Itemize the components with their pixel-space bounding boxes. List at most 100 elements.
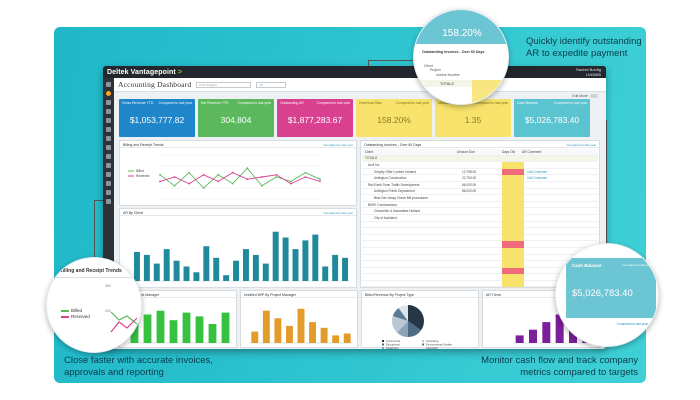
table-row[interactable]: [362, 228, 598, 235]
brand-logo[interactable]: Deltek Vantagepoint >: [107, 68, 183, 76]
table-row[interactable]: TOTALS: [362, 155, 598, 163]
bar: [274, 318, 282, 343]
table-row[interactable]: [362, 234, 598, 242]
table-row[interactable]: [362, 274, 598, 281]
zoom-highlight: [472, 80, 502, 104]
table-row[interactable]: [362, 280, 598, 288]
zoom-panel-title: Outstanding Invoices - Over 60 Days: [422, 50, 485, 54]
pie-slice: [392, 308, 408, 321]
dashboard-icon[interactable]: [106, 91, 111, 96]
data-point: [246, 178, 249, 181]
table-row[interactable]: Shopify Offer Lumber Holland 12,798.00 Cal…: [362, 168, 598, 176]
table-row[interactable]: Ardington Construction 22,753.00 Call Cust…: [362, 175, 598, 182]
zoom-cash-link[interactable]: Compared to last year: [616, 322, 648, 326]
edit-mode-toggle[interactable]: Edit Mode: [572, 94, 598, 99]
table-header: Client Amount Due Days Old AR Comment: [362, 149, 598, 156]
employees-icon[interactable]: [106, 118, 111, 123]
data-point: [246, 167, 249, 170]
data-point: [202, 173, 205, 176]
pie-slice: [408, 305, 424, 331]
search-input[interactable]: Find Projects: [196, 81, 252, 88]
card-title: Unbilled WIP By Project Manager: [241, 291, 357, 298]
kpi-row: Gross Revenue YTD Compared to last year $1…: [119, 99, 590, 137]
table-row[interactable]: [362, 241, 598, 248]
table-row[interactable]: City of Auckland: [362, 214, 598, 222]
filter-select[interactable]: All: [256, 81, 287, 88]
tools-icon[interactable]: [106, 190, 111, 195]
table-row[interactable]: Acril Inc: [362, 162, 598, 169]
table-row[interactable]: [362, 247, 598, 255]
ar-by-pm-chart: [128, 310, 232, 344]
table-row[interactable]: Ardington Public Department 86,000.00: [362, 188, 598, 196]
reports-icon[interactable]: [106, 136, 111, 141]
kpi-sub: Compared to last year: [395, 101, 429, 105]
clients-icon[interactable]: [106, 109, 111, 114]
table-row[interactable]: [362, 261, 598, 268]
bar: [193, 272, 200, 281]
data-point: [275, 176, 278, 178]
card-title: AR By Client: [120, 209, 356, 216]
settings-icon[interactable]: [106, 172, 111, 177]
data-point: [319, 180, 321, 183]
card-title: Billed Revenue By Project Type: [362, 291, 478, 298]
bar: [309, 322, 317, 343]
zoom-ytick: 3M: [105, 283, 111, 288]
kpi-value: $1,877,283.67: [287, 115, 343, 125]
time-icon[interactable]: [106, 154, 111, 159]
bar: [183, 266, 190, 281]
table-row[interactable]: [362, 267, 598, 275]
legend-label: Billed: [136, 169, 144, 173]
table-row[interactable]: [362, 254, 598, 262]
table-row[interactable]: BNSF Constructions: [362, 201, 598, 209]
legend-swatch: [422, 347, 424, 349]
bar: [515, 335, 524, 343]
bar: [320, 327, 328, 343]
data-point: [159, 173, 161, 176]
bar: [322, 266, 329, 281]
billing-trends-card: Billing and Receipt Trends Compared to l…: [119, 140, 357, 206]
legend-swatch: [382, 340, 384, 342]
zoom-tree: Client Project Invoice Number: [424, 64, 460, 77]
card-link[interactable]: Compared to last year: [323, 211, 353, 215]
help-icon[interactable]: [106, 181, 111, 186]
expense-icon[interactable]: [106, 163, 111, 168]
data-point: [319, 178, 321, 181]
bar: [143, 314, 152, 343]
accounting-icon[interactable]: [106, 145, 111, 150]
legend-label: Healthcare: [386, 346, 399, 349]
legend-swatch: [382, 343, 384, 346]
menu-icon[interactable]: [106, 82, 111, 87]
kpi-tile[interactable]: Outstanding AR Compared to last year $1,87…: [277, 99, 353, 137]
kpi-tile[interactable]: Gross Revenue YTD Compared to last year $1…: [119, 99, 195, 137]
kpi-tile[interactable]: Cash Balance Compared to last year $5,026,…: [514, 99, 590, 137]
legend-swatch: [422, 340, 424, 342]
bar: [342, 257, 349, 281]
kpi-tile[interactable]: Net Revenue YTD Compared to last year 304,…: [198, 99, 274, 137]
data-point: [260, 176, 263, 178]
admin-icon[interactable]: [106, 199, 111, 204]
card-link[interactable]: Compared to last year: [323, 143, 353, 147]
legend-label: Consulting: [426, 339, 439, 343]
table-row[interactable]: [362, 221, 598, 229]
bar: [262, 263, 269, 281]
caption-bottom-left: Close faster with accurate invoices, app…: [64, 355, 213, 378]
card-link[interactable]: Compared to last year: [566, 143, 596, 147]
legend-label: Educational: [386, 343, 400, 347]
zoom-legend: Billed Received: [61, 308, 90, 320]
projects-icon[interactable]: [106, 100, 111, 105]
table-row[interactable]: Rail Earth Town Traffic Development 86,00…: [362, 181, 598, 189]
leader-line: [368, 60, 413, 61]
table-row[interactable]: Chancellor & Associates Holland: [362, 208, 598, 215]
kpi-label: Utilization: [438, 101, 453, 105]
kpi-tile[interactable]: Overhead Rate Compared to last year 158.20…: [356, 99, 432, 137]
bar: [251, 331, 259, 343]
billing-icon[interactable]: [106, 127, 111, 132]
table-row[interactable]: Best Dev hiway Check Bill procedures: [362, 195, 598, 202]
kpi-sub: Compared to last year: [553, 101, 587, 105]
page-header: Accounting Dashboard Find Projects All: [114, 78, 606, 92]
user-info[interactable]: Rachel Bonfig LIN3685: [576, 67, 601, 77]
pie-slice: [397, 321, 408, 337]
pie-slice: [392, 316, 408, 333]
